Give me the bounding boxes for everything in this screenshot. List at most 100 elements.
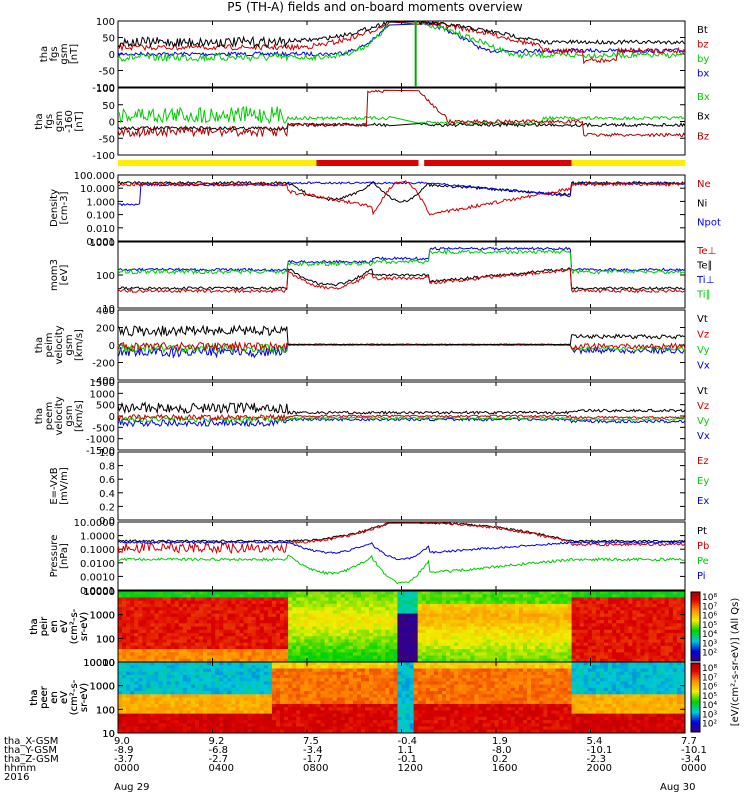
spec-cell — [146, 655, 151, 660]
spec-cell — [122, 658, 127, 663]
spec-cell — [296, 710, 301, 715]
spec-cell — [332, 720, 338, 724]
spec-cell — [676, 607, 682, 611]
spec-cell — [636, 636, 641, 640]
spec-cell — [377, 662, 382, 666]
spec-cell — [280, 649, 285, 653]
spec-cell — [498, 652, 504, 656]
spec-cell — [288, 691, 293, 695]
spec-cell — [595, 636, 601, 640]
spec-cell — [300, 629, 305, 634]
spec-cell — [393, 629, 398, 634]
spec-cell — [207, 610, 212, 614]
spec-cell — [494, 629, 500, 634]
spec-cell — [672, 629, 678, 634]
spec-cell — [377, 723, 382, 727]
spec-cell — [385, 642, 390, 647]
spec-cell — [304, 607, 309, 611]
spec-cell — [583, 658, 589, 663]
spec-cell — [474, 603, 479, 608]
spec-cell — [356, 616, 362, 621]
spec-cell — [616, 642, 621, 647]
spec-cell — [271, 707, 277, 711]
spec-cell — [255, 720, 261, 724]
spec-cell — [571, 620, 577, 624]
spec-cell — [555, 649, 560, 653]
spec-cell — [652, 603, 658, 608]
spec-cell — [587, 626, 593, 631]
spec-cell — [328, 729, 334, 734]
spec-cell — [271, 652, 277, 656]
spec-cell — [458, 594, 463, 598]
spec-cell — [620, 658, 625, 663]
spec-cell — [571, 594, 577, 598]
spec-cell — [336, 603, 342, 608]
spec-cell — [583, 632, 589, 637]
spec-cell — [559, 623, 564, 627]
spec-cell — [352, 707, 358, 711]
spec-cell — [660, 610, 666, 614]
spec-cell — [676, 632, 682, 637]
spec-cell — [369, 616, 374, 621]
spec-cell — [405, 658, 410, 663]
spec-cell — [178, 636, 184, 640]
spec-cell — [118, 645, 123, 650]
spec-cell — [336, 639, 342, 644]
spec-cell — [632, 610, 637, 614]
spec-cell — [608, 623, 613, 627]
spec-cell — [174, 713, 180, 718]
spec-cell — [599, 655, 605, 660]
spec-cell — [340, 600, 346, 605]
spec-cell — [243, 620, 248, 624]
spec-cell — [510, 629, 516, 634]
spec-cell — [344, 603, 350, 608]
spec-cell — [648, 639, 653, 644]
spec-cell — [312, 616, 317, 621]
spec-cell — [304, 723, 309, 727]
spec-cell — [239, 655, 244, 660]
spec-cell — [284, 652, 289, 656]
spec-cell — [381, 607, 386, 611]
spec-cell — [235, 716, 240, 721]
spec-cell — [150, 684, 155, 689]
spec-cell — [559, 620, 564, 624]
spec-cell — [425, 591, 431, 595]
spec-cell — [178, 684, 184, 689]
spec-cell — [583, 639, 589, 644]
spec-cell — [203, 668, 208, 673]
spec-cell — [275, 616, 281, 621]
spec-cell — [178, 607, 184, 611]
spec-cell — [502, 636, 508, 640]
spec-cell — [324, 716, 329, 721]
spec-cell — [450, 645, 455, 650]
spec-cell — [312, 713, 317, 718]
spec-cell — [215, 710, 220, 715]
spec-cell — [203, 658, 208, 663]
spec-cell — [482, 600, 487, 605]
spec-cell — [458, 639, 463, 644]
spec-cell — [437, 616, 443, 621]
spec-cell — [518, 591, 524, 595]
spec-cell — [523, 626, 528, 631]
spec-cell — [162, 716, 167, 721]
spec-cell — [348, 668, 354, 673]
spec-cell — [138, 591, 143, 595]
spec-cell — [154, 603, 159, 608]
spec-cell — [275, 629, 281, 634]
spec-cell — [559, 632, 564, 637]
spec-cell — [559, 655, 564, 660]
spec-cell — [134, 626, 139, 631]
spec-cell — [442, 632, 447, 637]
spec-cell — [231, 681, 236, 685]
spec-cell — [336, 700, 342, 705]
spec-cell — [150, 591, 155, 595]
spec-cell — [235, 681, 240, 685]
spec-cell — [300, 713, 305, 718]
peer-spectrogram — [118, 662, 686, 734]
spec-cell — [215, 616, 220, 621]
spec-cell — [498, 632, 504, 637]
spec-cell — [292, 603, 297, 608]
spec-cell — [239, 610, 244, 614]
spec-cell — [381, 652, 386, 656]
spec-cell — [247, 620, 253, 624]
